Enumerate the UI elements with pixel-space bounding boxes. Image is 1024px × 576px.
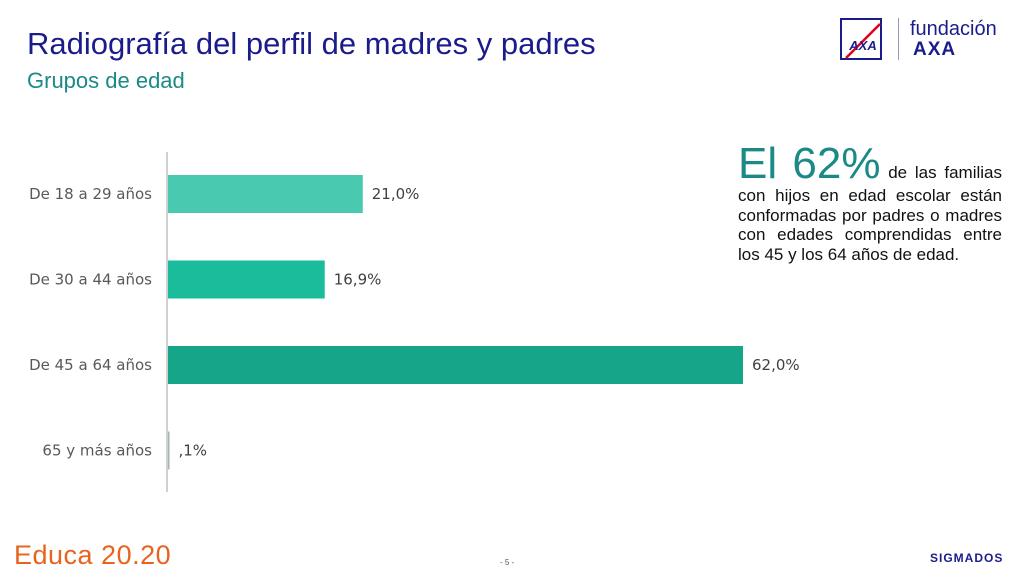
logo-text-axa: AXA bbox=[913, 39, 957, 60]
age-group-bar-chart: De 18 a 29 años 21,0% De 30 a 44 años 16,9%… bbox=[29, 152, 800, 492]
value-label: 16,9% bbox=[334, 271, 382, 289]
bar bbox=[168, 346, 743, 384]
category-label: De 18 a 29 años bbox=[29, 185, 152, 203]
page-number: - 5 - bbox=[500, 558, 515, 567]
bar bbox=[168, 175, 363, 213]
callout-text: de las familias con hijos en edad escola… bbox=[738, 163, 1002, 264]
axa-logo-mark: AXA bbox=[848, 38, 876, 53]
highlight-callout: El 62% de las familias con hijos en edad… bbox=[738, 142, 1002, 264]
category-label: De 45 a 64 años bbox=[29, 356, 152, 374]
page-title: Radiografía del perfil de madres y padre… bbox=[27, 26, 596, 61]
category-label: De 30 a 44 años bbox=[29, 271, 152, 289]
bar bbox=[168, 431, 170, 470]
axa-logo-icon: AXA bbox=[840, 18, 882, 60]
category-label: 65 y más años bbox=[42, 442, 152, 460]
bar bbox=[168, 260, 325, 299]
logo-divider bbox=[898, 18, 899, 60]
sigmados-logo: SIGMADOS bbox=[930, 551, 1004, 565]
callout-big-figure: El 62% bbox=[738, 139, 881, 188]
value-label: ,1% bbox=[179, 442, 208, 460]
fundacion-axa-logo: AXA fundación AXA bbox=[840, 18, 1015, 63]
value-label: 62,0% bbox=[752, 356, 800, 374]
educa-2020-logo: Educa 20.20 bbox=[14, 540, 172, 570]
logo-text-fundacion: fundación bbox=[910, 18, 997, 40]
value-label: 21,0% bbox=[372, 185, 420, 203]
page-subtitle: Grupos de edad bbox=[27, 68, 185, 93]
